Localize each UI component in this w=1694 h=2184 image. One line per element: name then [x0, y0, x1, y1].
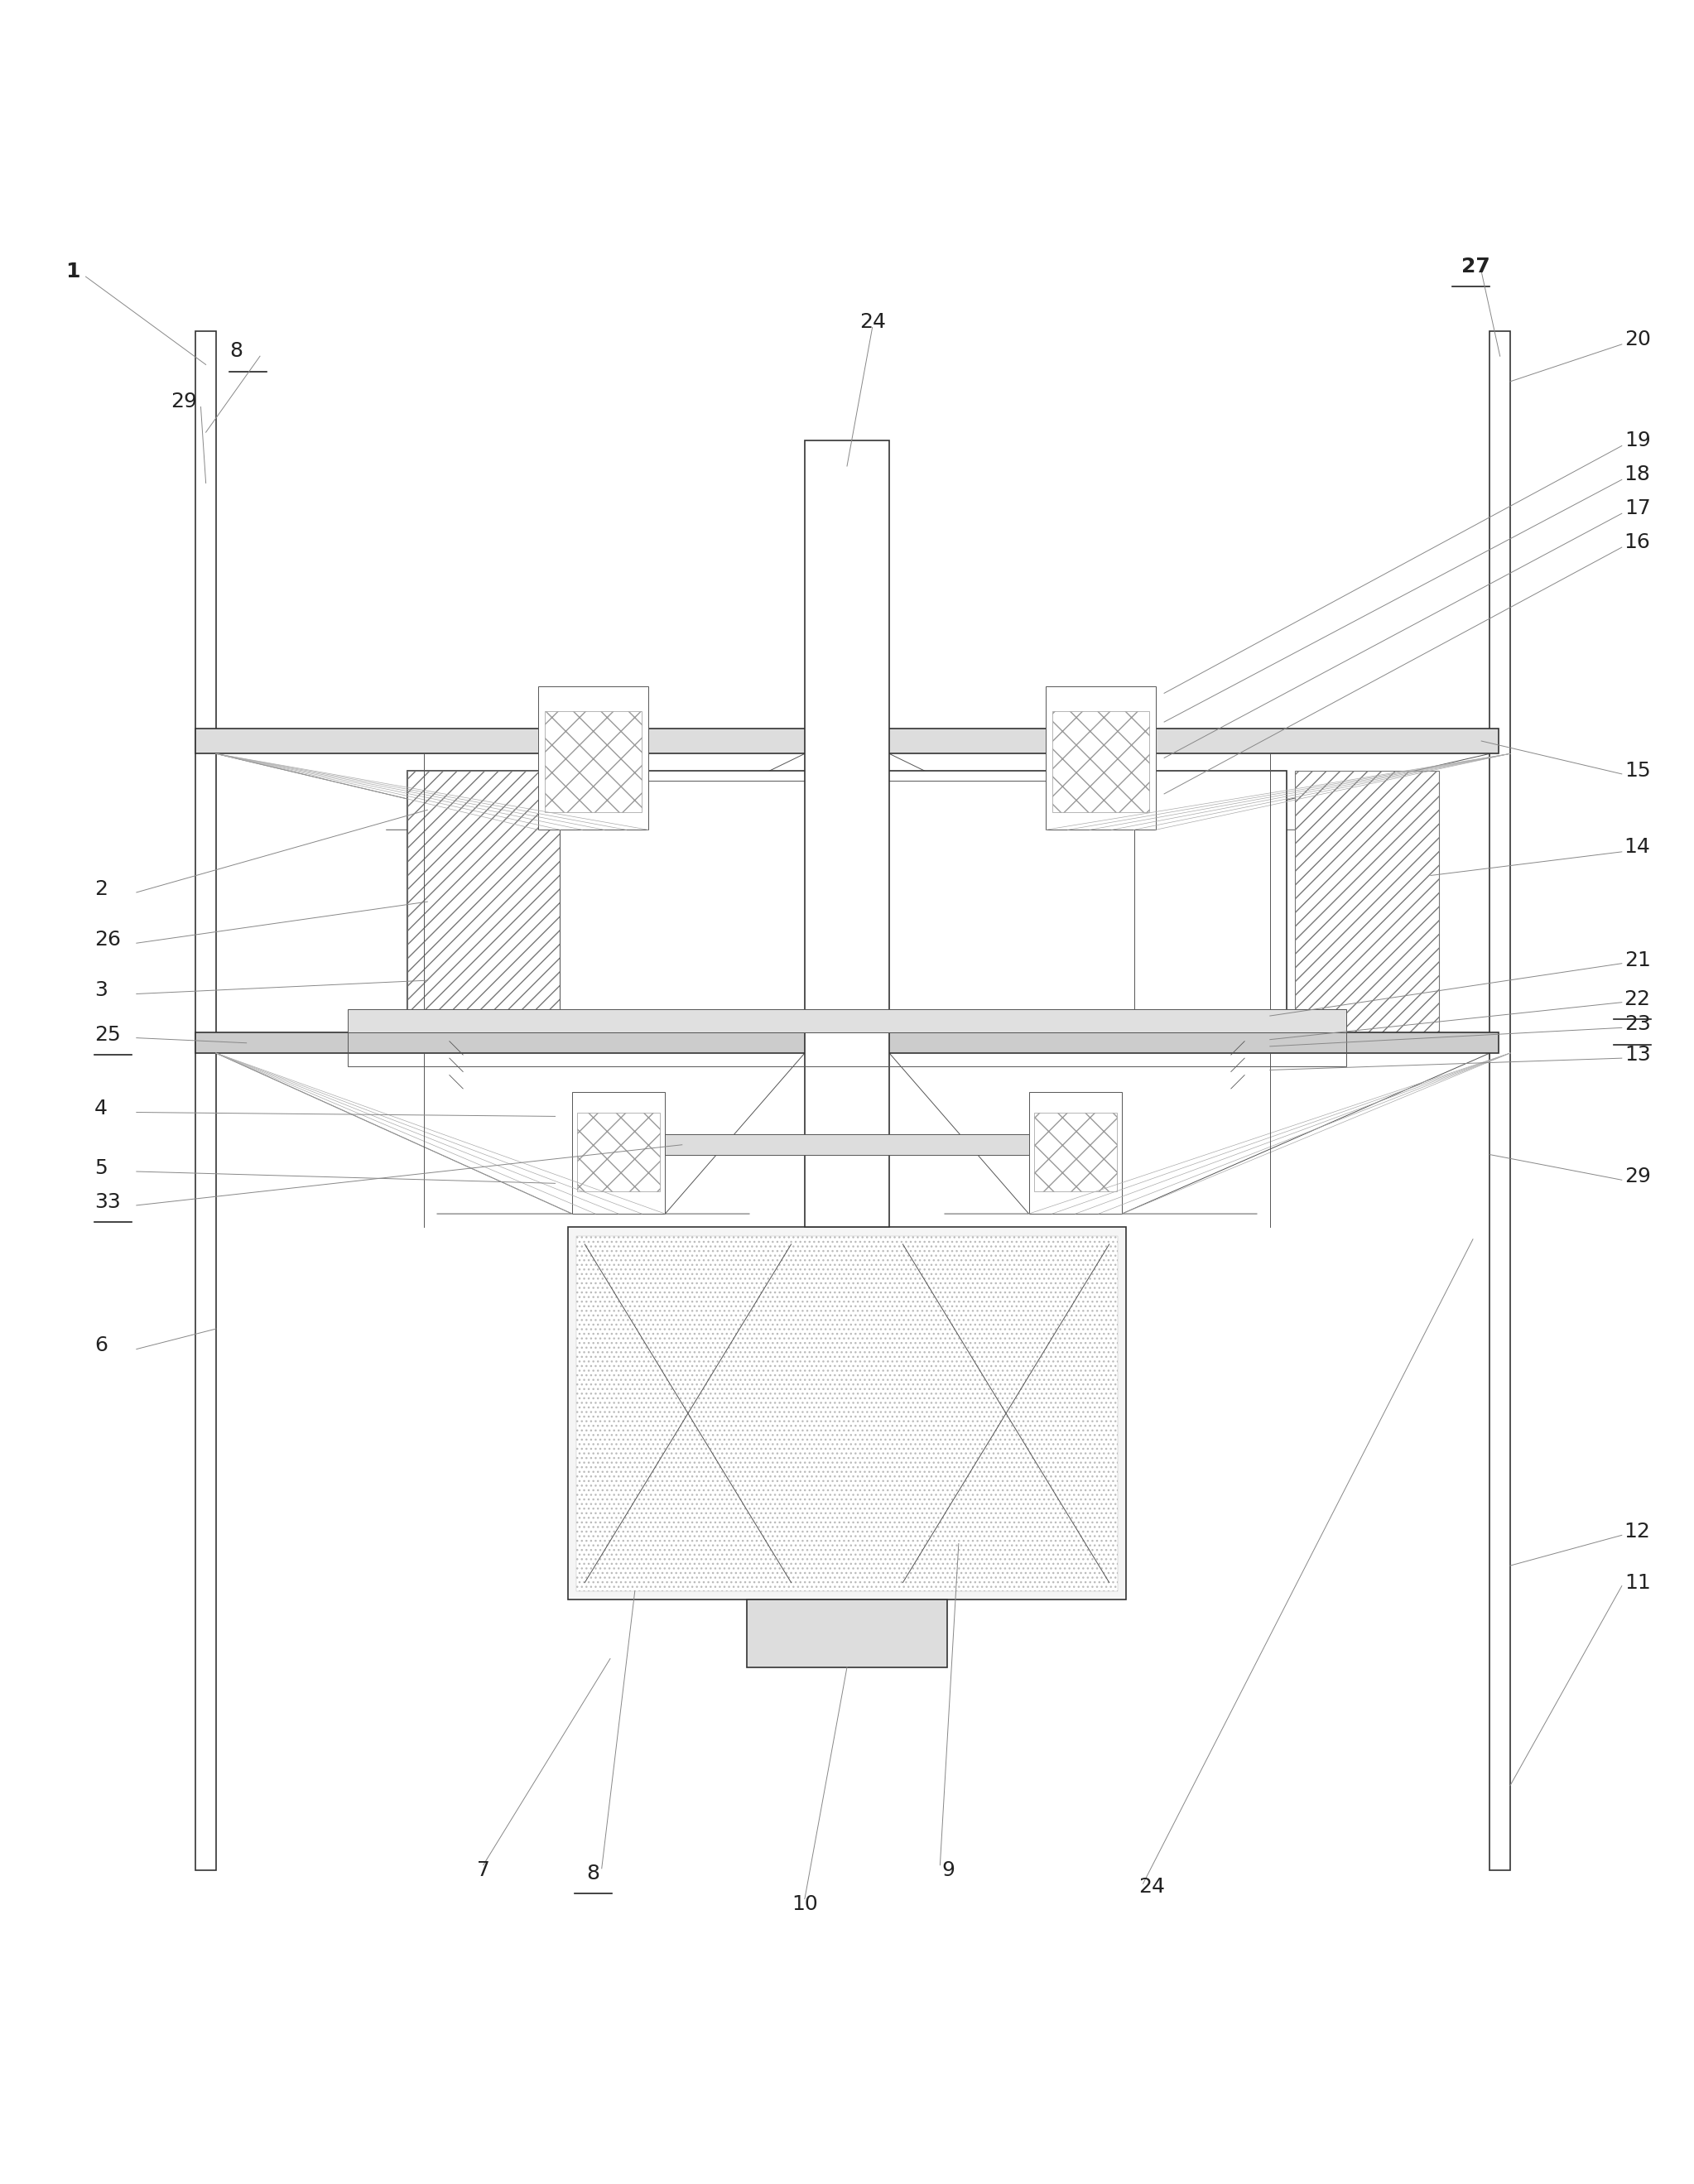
Bar — [1489, 330, 1509, 1870]
Text: 14: 14 — [1625, 836, 1650, 856]
Text: 15: 15 — [1625, 760, 1650, 780]
Text: 23: 23 — [1625, 1013, 1650, 1035]
Text: 29: 29 — [171, 391, 197, 413]
Bar — [1028, 1092, 1121, 1214]
Text: 8: 8 — [586, 1863, 600, 1883]
Text: 22: 22 — [1625, 989, 1650, 1009]
Text: 33: 33 — [95, 1192, 120, 1212]
Bar — [567, 1227, 1127, 1599]
Text: 29: 29 — [1625, 1166, 1650, 1186]
Bar — [805, 441, 889, 1033]
Text: 12: 12 — [1625, 1522, 1650, 1542]
Bar — [347, 1033, 1347, 1066]
Bar — [407, 771, 1287, 1033]
Bar — [1033, 1112, 1116, 1192]
Text: 4: 4 — [95, 1099, 107, 1118]
Text: 2: 2 — [95, 880, 107, 900]
Text: 24: 24 — [859, 312, 886, 332]
Text: 25: 25 — [95, 1024, 120, 1044]
Text: 19: 19 — [1625, 430, 1650, 450]
Text: 8: 8 — [229, 341, 242, 360]
Bar — [805, 1033, 889, 1227]
Text: 26: 26 — [95, 930, 120, 950]
Bar — [197, 330, 217, 1870]
Bar — [578, 1112, 661, 1192]
Text: 3: 3 — [95, 981, 107, 1000]
Text: 9: 9 — [942, 1861, 955, 1880]
Text: 7: 7 — [476, 1861, 490, 1880]
Bar — [666, 1136, 1028, 1155]
Bar — [1045, 686, 1155, 830]
Text: 27: 27 — [1460, 256, 1489, 277]
Text: 13: 13 — [1625, 1044, 1650, 1066]
Bar — [197, 1033, 1497, 1053]
Text: 6: 6 — [95, 1337, 107, 1356]
Bar — [573, 1092, 666, 1214]
Bar — [747, 1599, 947, 1666]
Text: 20: 20 — [1625, 330, 1650, 349]
Text: 17: 17 — [1625, 498, 1650, 518]
Bar — [545, 712, 642, 812]
Text: 16: 16 — [1625, 533, 1650, 553]
Bar — [197, 727, 1497, 753]
Bar — [539, 686, 649, 830]
Text: 18: 18 — [1625, 465, 1650, 485]
Bar — [1052, 712, 1149, 812]
Bar — [576, 1236, 1118, 1590]
Text: 24: 24 — [1138, 1876, 1165, 1898]
Bar — [559, 780, 1135, 1022]
Text: 11: 11 — [1625, 1572, 1650, 1592]
Bar — [407, 771, 559, 1033]
Text: 5: 5 — [95, 1158, 107, 1177]
Text: 1: 1 — [66, 262, 80, 282]
Bar — [1296, 771, 1440, 1033]
Text: 10: 10 — [791, 1894, 818, 1913]
Bar — [347, 1009, 1347, 1033]
Text: 21: 21 — [1625, 950, 1650, 970]
